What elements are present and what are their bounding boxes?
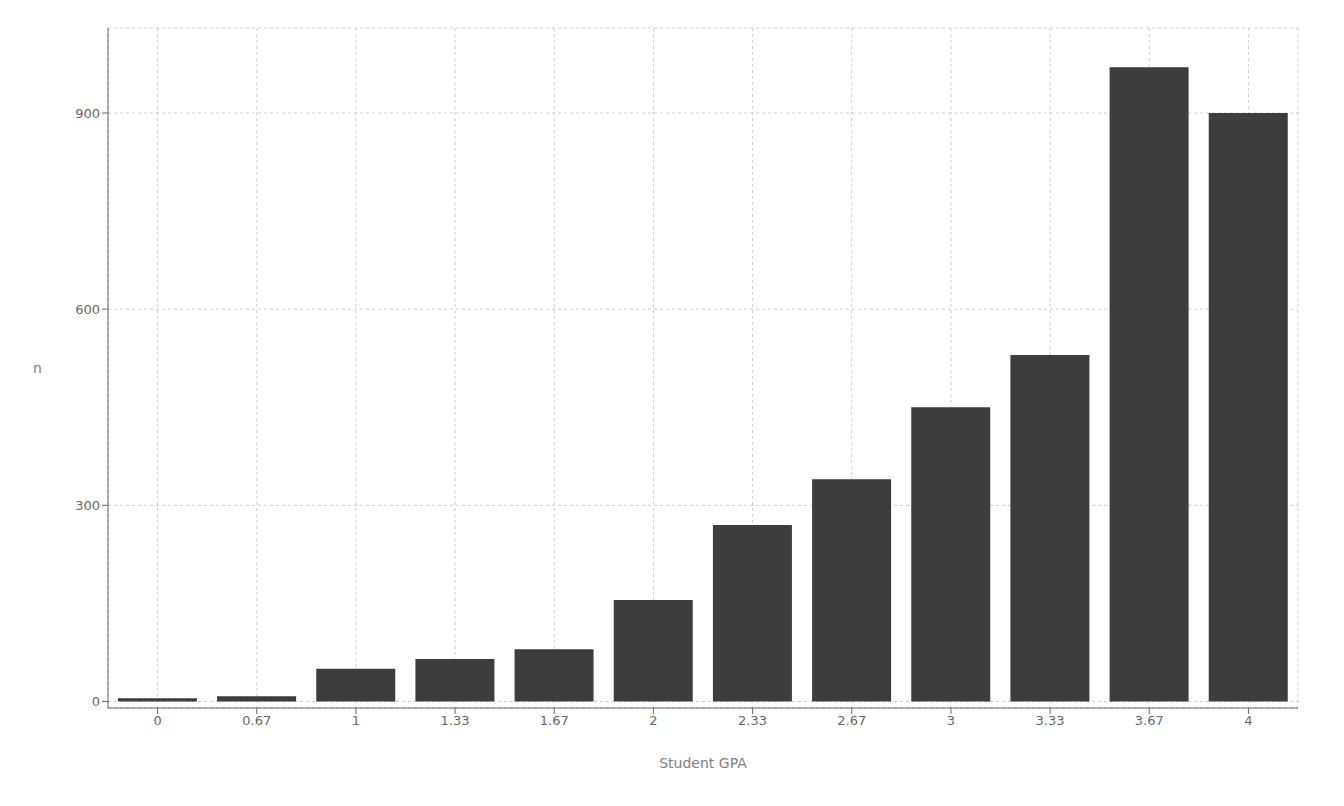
svg-text:600: 600 [75,302,100,317]
svg-text:n: n [33,360,42,376]
svg-text:2.33: 2.33 [738,713,767,728]
svg-text:2: 2 [649,713,657,728]
svg-text:Student GPA: Student GPA [659,755,747,771]
svg-text:0: 0 [92,694,100,709]
svg-text:4: 4 [1244,713,1252,728]
svg-text:3.67: 3.67 [1135,713,1164,728]
svg-text:1.33: 1.33 [441,713,470,728]
svg-text:3: 3 [947,713,955,728]
svg-text:900: 900 [75,106,100,121]
svg-text:1.67: 1.67 [540,713,569,728]
svg-text:0: 0 [153,713,161,728]
svg-text:0.67: 0.67 [242,713,271,728]
svg-text:3.33: 3.33 [1036,713,1065,728]
svg-text:300: 300 [75,498,100,513]
svg-text:2.67: 2.67 [837,713,866,728]
svg-text:1: 1 [352,713,360,728]
